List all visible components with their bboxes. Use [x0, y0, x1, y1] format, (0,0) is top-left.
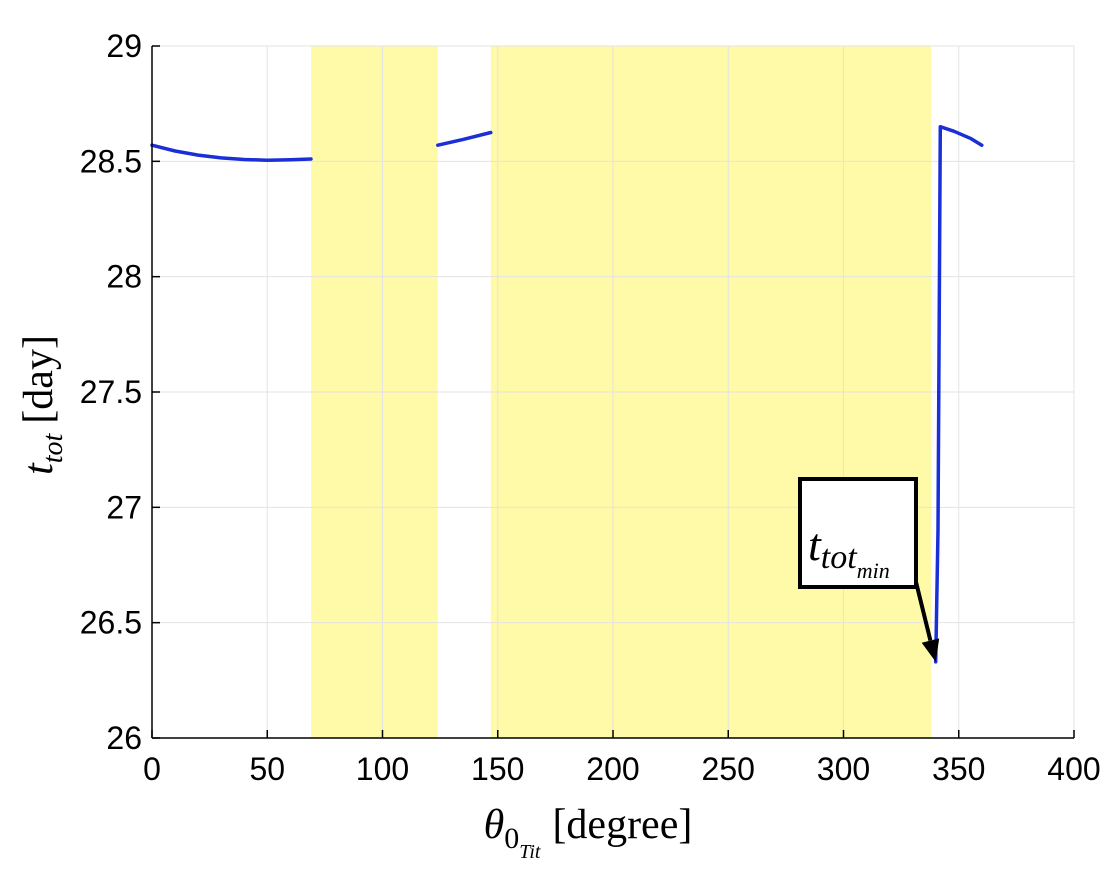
annotation-symbol: t	[808, 519, 822, 570]
y-tick-label: 29	[106, 28, 142, 64]
tick-labels: 0 50 100 150 200 250 300 350 400 26 26.5 27 27.5 28 28…	[80, 28, 1101, 787]
x-tick-label: 150	[471, 751, 524, 787]
annotation-box	[798, 477, 918, 589]
x-tick-label: 250	[702, 751, 755, 787]
y-tick-label: 28.5	[80, 143, 142, 179]
y-axis-unit: [day]	[16, 335, 62, 424]
x-axis-sub1: 0	[504, 822, 519, 855]
x-axis-label: θ0Tit [degree]	[484, 802, 693, 863]
series-line-segment	[150, 143, 313, 162]
y-axis-label: ttot [day]	[16, 335, 69, 475]
x-axis-sub2: Tit	[519, 841, 541, 863]
x-tick-label: 300	[817, 751, 870, 787]
x-tick-label: 100	[356, 751, 409, 787]
annotation-sub: tot	[821, 539, 858, 576]
series-line-segment	[933, 124, 984, 664]
annotation-arrow	[914, 581, 933, 641]
data-series	[150, 124, 984, 664]
y-tick-label: 26.5	[80, 605, 142, 641]
x-axis-unit: [degree]	[552, 802, 692, 848]
x-axis-symbol: θ	[484, 802, 505, 848]
axes	[151, 45, 1075, 739]
annotation: ttotmin	[798, 477, 940, 662]
y-tick-label: 26	[106, 720, 142, 756]
x-tick-label: 350	[932, 751, 985, 787]
series-line-segment	[436, 130, 493, 147]
x-tick-label: 400	[1047, 751, 1100, 787]
x-tick-label: 50	[249, 751, 285, 787]
y-tick-label: 27.5	[80, 374, 142, 410]
y-tick-label: 27	[106, 489, 142, 525]
annotation-arrowhead	[921, 638, 940, 662]
annotation-label: ttotmin	[808, 519, 890, 583]
y-axis-symbol: t	[16, 462, 62, 475]
annotation-subsub: min	[857, 558, 890, 583]
x-tick-label: 0	[143, 751, 161, 787]
y-tick-label: 28	[106, 259, 142, 295]
y-axis-sub: tot	[38, 432, 69, 463]
x-tick-label: 200	[586, 751, 639, 787]
